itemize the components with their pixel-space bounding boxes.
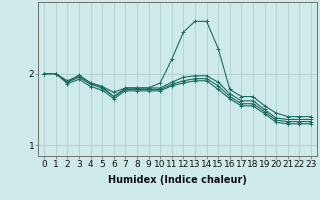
X-axis label: Humidex (Indice chaleur): Humidex (Indice chaleur) xyxy=(108,175,247,185)
